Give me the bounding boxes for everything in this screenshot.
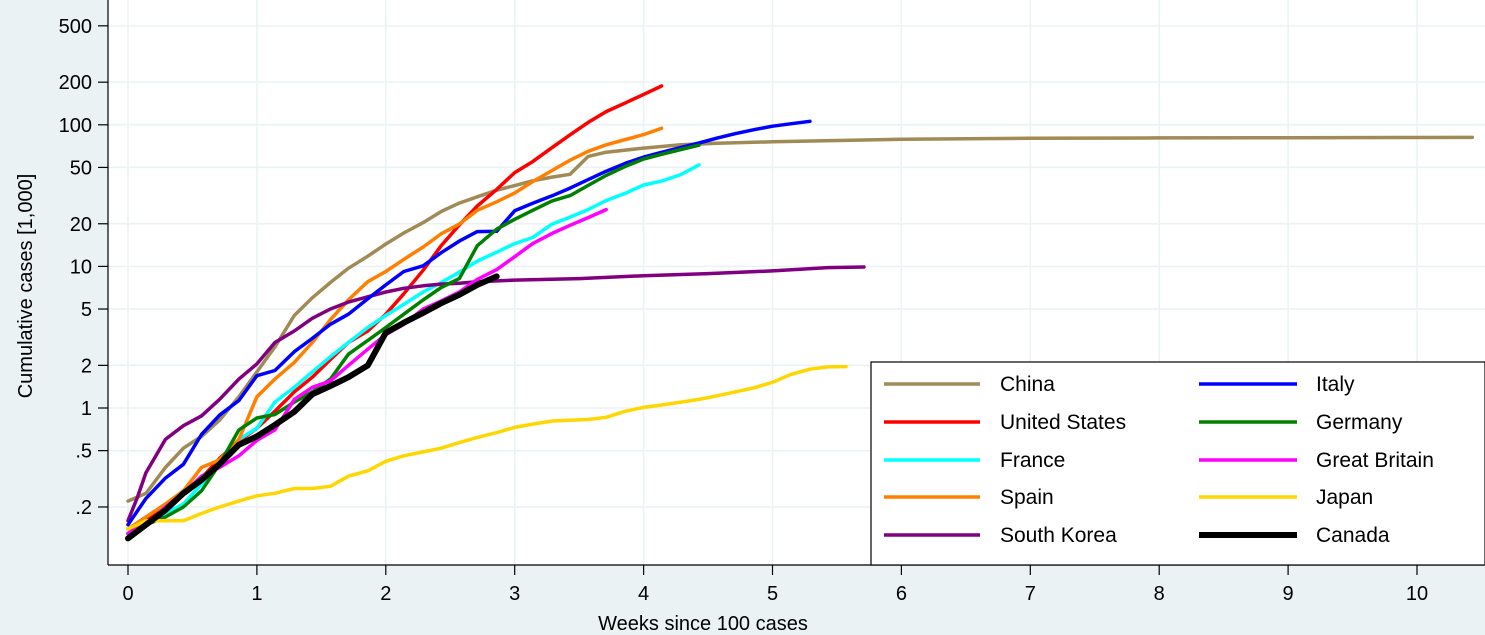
x-axis-title: Weeks since 100 cases	[598, 613, 808, 635]
series-line-japan	[126, 364, 848, 531]
series-line-italy	[126, 119, 812, 527]
x-tick-label: 2	[380, 583, 391, 605]
x-tick-label: 0	[122, 583, 133, 605]
x-tick-label: 8	[1154, 583, 1165, 605]
y-axis-title: Cumulative cases [1,000]	[15, 174, 37, 399]
series-lines	[125, 84, 1475, 542]
y-tick-label: 1	[81, 398, 92, 420]
x-tick-label: 10	[1406, 583, 1428, 605]
legend-label-united-states: United States	[1000, 411, 1126, 434]
x-tick-label: 1	[251, 583, 262, 605]
y-tick-label: 10	[70, 256, 92, 278]
x-tick-label: 3	[509, 583, 520, 605]
legend-box	[870, 361, 1485, 566]
legend-label-germany: Germany	[1316, 411, 1403, 434]
y-tick-label: 20	[70, 214, 92, 236]
y-tick-label: 500	[59, 16, 92, 38]
series-line-china	[126, 135, 1475, 503]
y-tick-label: 2	[81, 355, 92, 377]
series-line-south-korea	[126, 265, 866, 523]
x-tick-label: 5	[767, 583, 778, 605]
y-tick-label: 5	[81, 299, 92, 321]
y-tick-label: 200	[59, 72, 92, 94]
legend: China United States France Spain South Korea…	[870, 361, 1485, 566]
legend-label-china: China	[1000, 373, 1055, 396]
y-tick-label: .5	[75, 441, 92, 463]
legend-label-spain: Spain	[1000, 486, 1054, 509]
legend-label-italy: Italy	[1316, 373, 1355, 396]
legend-label-france: France	[1000, 449, 1065, 472]
legend-label-south-korea: South Korea	[1000, 524, 1117, 547]
y-tick-label: 50	[70, 157, 92, 179]
x-tick-label: 9	[1283, 583, 1294, 605]
x-tick-label: 4	[638, 583, 649, 605]
y-tick-label: 100	[59, 115, 92, 137]
series-line-spain	[126, 126, 664, 531]
legend-label-great-britain: Great Britain	[1316, 449, 1434, 472]
y-tick-label: .2	[75, 497, 92, 519]
legend-label-japan: Japan	[1316, 486, 1373, 509]
series-line-canada	[125, 273, 500, 542]
x-tick-label: 7	[1025, 583, 1036, 605]
x-tick-label: 6	[896, 583, 907, 605]
legend-label-canada: Canada	[1316, 524, 1390, 547]
